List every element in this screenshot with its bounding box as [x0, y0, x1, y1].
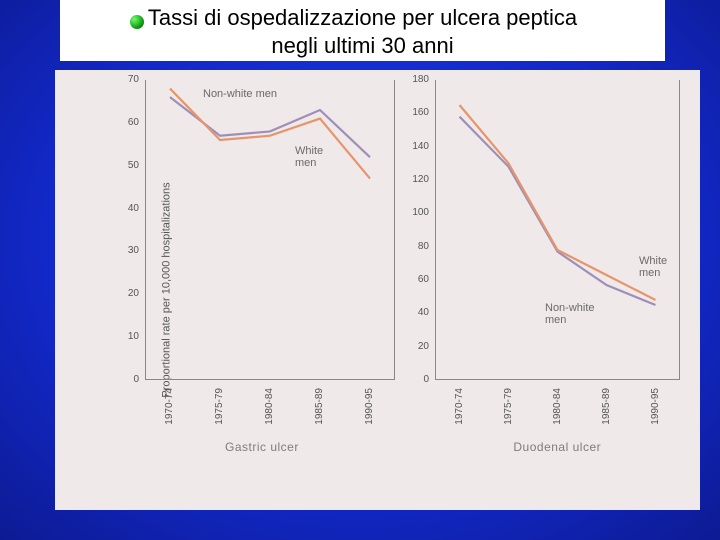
y-tick-label: 180 [407, 74, 429, 85]
slide-title: Tassi di ospedalizzazione per ulcera pep… [60, 0, 665, 61]
title-line1: Tassi di ospedalizzazione per ulcera pep… [148, 5, 577, 30]
y-tick-label: 40 [117, 203, 139, 214]
y-tick-label: 10 [117, 331, 139, 342]
y-tick-label: 40 [407, 307, 429, 318]
x-tick-label: 1985-89 [314, 388, 325, 425]
duodenal-ulcer-chart [435, 80, 680, 380]
x-tick-label: 1985-89 [601, 388, 612, 425]
y-tick-label: 120 [407, 174, 429, 185]
y-tick-label: 20 [407, 341, 429, 352]
y-tick-label: 60 [117, 117, 139, 128]
y-tick-label: 60 [407, 274, 429, 285]
y-tick-label: 70 [117, 74, 139, 85]
y-tick-label: 140 [407, 141, 429, 152]
y-tick-label: 30 [117, 245, 139, 256]
series-non-white-men [170, 97, 370, 157]
chart-subtitle: Gastric ulcer [225, 440, 299, 454]
y-tick-label: 80 [407, 241, 429, 252]
title-line2: negli ultimi 30 anni [271, 33, 453, 58]
x-tick-label: 1990-95 [650, 388, 661, 425]
y-tick-label: 50 [117, 160, 139, 171]
chart-subtitle: Duodenal ulcer [513, 440, 601, 454]
x-tick-label: 1975-79 [214, 388, 225, 425]
chart-container: Proportional rate per 10,000 hospitaliza… [55, 70, 700, 510]
series-white-men [170, 89, 370, 179]
series-non-white-men [460, 117, 656, 305]
x-tick-label: 1990-95 [364, 388, 375, 425]
x-tick-label: 1975-79 [503, 388, 514, 425]
y-tick-label: 0 [117, 374, 139, 385]
x-tick-label: 1970-74 [164, 388, 175, 425]
y-tick-label: 0 [407, 374, 429, 385]
x-tick-label: 1980-84 [552, 388, 563, 425]
series-white-men [460, 105, 656, 300]
gastric-ulcer-chart [145, 80, 395, 380]
x-tick-label: 1970-74 [454, 388, 465, 425]
y-tick-label: 100 [407, 207, 429, 218]
bullet-icon [130, 15, 144, 29]
x-tick-label: 1980-84 [264, 388, 275, 425]
y-tick-label: 160 [407, 107, 429, 118]
y-tick-label: 20 [117, 288, 139, 299]
